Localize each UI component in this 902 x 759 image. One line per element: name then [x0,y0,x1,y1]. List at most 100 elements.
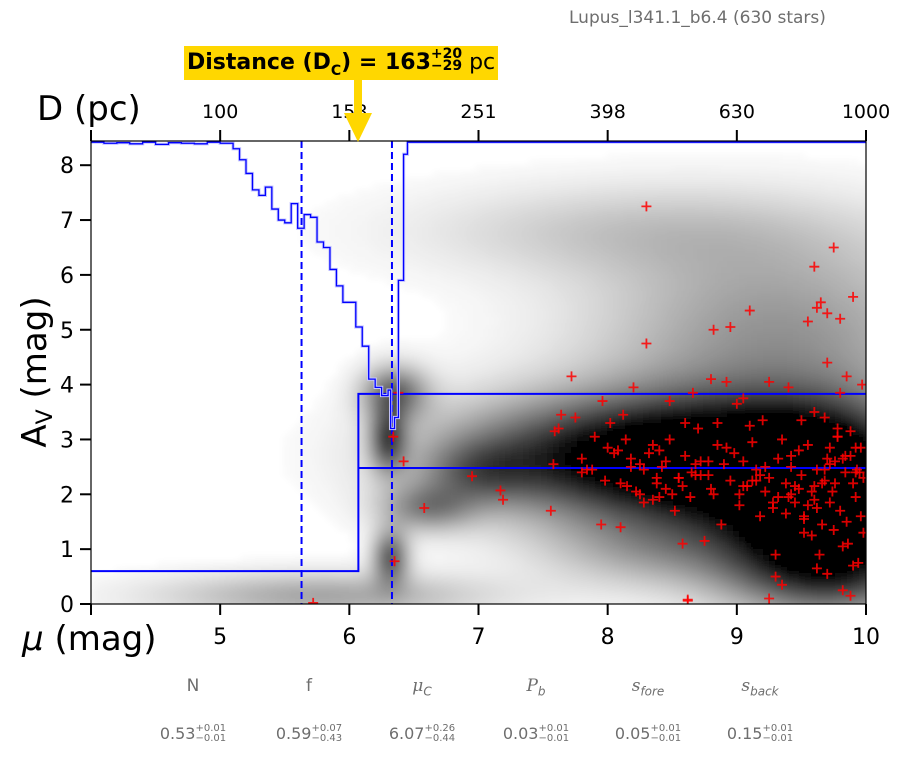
density-cell [511,225,518,232]
density-cell [583,255,590,262]
density-cell [547,417,554,424]
density-cell [343,501,350,508]
density-cell [655,411,662,418]
density-cell [565,405,572,412]
density-cell [373,471,380,478]
density-cell [601,453,608,460]
density-cell [415,183,422,190]
density-cell [481,309,488,316]
density-cell [427,369,434,376]
density-cell [337,453,344,460]
density-cell [643,255,650,262]
density-cell [361,399,368,406]
density-cell [667,363,674,370]
density-cell [451,237,458,244]
density-cell [715,165,722,172]
density-cell [709,321,716,328]
density-cell [691,429,698,436]
density-cell [499,351,506,358]
density-cell [637,513,644,520]
density-cell [517,471,524,478]
density-cell [445,549,452,556]
density-cell [511,429,518,436]
density-cell [487,189,494,196]
density-cell [475,315,482,322]
density-cell [475,381,482,388]
density-cell [571,225,578,232]
density-cell [481,351,488,358]
density-cell [331,237,338,244]
density-cell [115,591,122,598]
density-cell [463,183,470,190]
density-cell [379,591,386,598]
density-cell [457,495,464,502]
density-cell [361,453,368,460]
density-cell [259,573,266,580]
density-cell [685,243,692,250]
density-cell [553,207,560,214]
density-cell [511,297,518,304]
density-cell [673,231,680,238]
density-cell [409,387,416,394]
density-cell [397,183,404,190]
density-cell [343,399,350,406]
density-cell [445,303,452,310]
density-cell [439,177,446,184]
density-cell [631,153,638,160]
density-cell [613,519,620,526]
density-cell [679,207,686,214]
density-cell [187,573,194,580]
density-cell [619,279,626,286]
density-cell [523,207,530,214]
density-cell [361,225,368,232]
density-cell [565,309,572,316]
density-cell [499,201,506,208]
density-cell [589,321,596,328]
density-cell [673,405,680,412]
density-cell [595,201,602,208]
density-cell [625,519,632,526]
density-cell [613,219,620,226]
density-cell [607,483,614,490]
density-cell [583,525,590,532]
density-cell [703,435,710,442]
density-cell [649,183,656,190]
density-cell [463,297,470,304]
density-cell [589,375,596,382]
density-cell [511,237,518,244]
density-cell [679,585,686,592]
density-cell [643,507,650,514]
density-cell [697,171,704,178]
density-cell [691,567,698,574]
density-cell [535,561,542,568]
density-cell [307,585,314,592]
density-cell [469,393,476,400]
density-cell [427,507,434,514]
density-cell [499,165,506,172]
density-cell [613,429,620,436]
density-cell [661,285,668,292]
density-cell [649,375,656,382]
density-cell [373,405,380,412]
density-cell [631,435,638,442]
density-cell [589,447,596,454]
density-cell [379,237,386,244]
density-cell [475,303,482,310]
density-cell [583,537,590,544]
density-cell [379,267,386,274]
density-cell [637,315,644,322]
density-cell [583,453,590,460]
density-cell [529,279,536,286]
density-cell [655,159,662,166]
density-cell [547,423,554,430]
density-cell [607,375,614,382]
density-cell [601,267,608,274]
density-cell [685,447,692,454]
density-cell [703,267,710,274]
density-cell [505,213,512,220]
density-cell [523,591,530,598]
density-cell [697,267,704,274]
density-cell [487,507,494,514]
density-cell [493,309,500,316]
density-cell [145,591,152,598]
